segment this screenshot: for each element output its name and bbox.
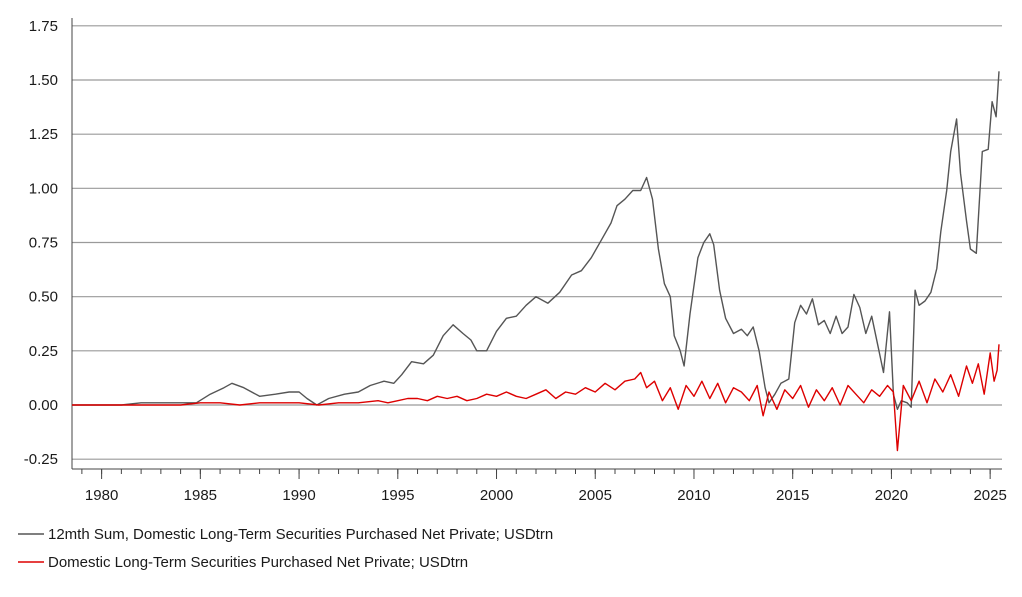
x-tick-label: 1980 (85, 487, 118, 504)
y-tick-label: 1.25 (29, 126, 58, 143)
y-tick-label: -0.25 (24, 451, 58, 468)
y-tick-label: 1.75 (29, 18, 58, 35)
y-tick-label: 0.50 (29, 289, 58, 306)
x-tick-label: 2015 (776, 487, 809, 504)
x-tick-label: 1985 (184, 487, 217, 504)
x-tick-label: 2020 (875, 487, 908, 504)
x-tick-label: 2010 (677, 487, 710, 504)
x-tick-label: 2025 (973, 487, 1006, 504)
series-line-1 (72, 344, 1000, 452)
y-tick-label: 1.00 (29, 180, 58, 197)
y-tick-label: 0.00 (29, 397, 58, 414)
x-tick-label: 2005 (579, 487, 612, 504)
x-tick-label: 1990 (282, 487, 315, 504)
y-tick-label: 1.50 (29, 72, 58, 89)
x-tick-label: 1995 (381, 487, 414, 504)
y-tick-label: 0.25 (29, 343, 58, 360)
legend-label-0: 12mth Sum, Domestic Long-Term Securities… (48, 526, 553, 543)
axes: -0.25 0.00 0.25 0.50 0.75 1.00 1.25 1.50 1.75 198… (24, 18, 1007, 504)
y-tick-label: 0.75 (29, 235, 58, 252)
legend-label-1: Domestic Long-Term Securities Purchased … (48, 554, 468, 571)
legend: 12mth Sum, Domestic Long-Term Securities… (18, 526, 553, 571)
series-line-0 (72, 71, 1000, 410)
grid-lines (72, 25, 1002, 460)
series-lines (72, 71, 1000, 452)
x-tick-label: 2000 (480, 487, 513, 504)
